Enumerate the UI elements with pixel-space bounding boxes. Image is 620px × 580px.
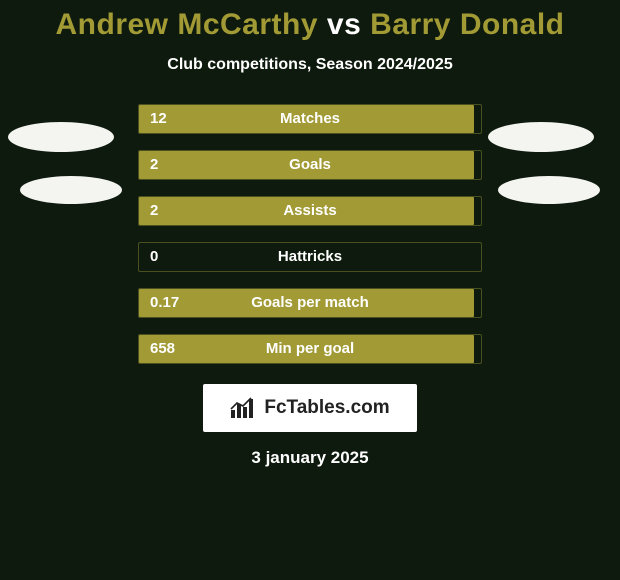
stat-row: 2Goals [0,150,620,180]
date-label: 3 january 2025 [0,448,620,468]
bar-label: Assists [138,196,482,226]
avatar-placeholder [8,122,114,152]
page-title: Andrew McCarthy vs Barry Donald [0,0,620,42]
bars-icon [230,396,258,420]
title-player1: Andrew McCarthy [56,8,319,41]
logo-text: FcTables.com [264,397,389,419]
title-vs: vs [327,8,361,41]
title-player2: Barry Donald [370,8,564,41]
stat-row: 0.17Goals per match [0,288,620,318]
stat-row: 658Min per goal [0,334,620,364]
bar-label: Min per goal [138,334,482,364]
avatar-placeholder [20,176,122,204]
bar-label: Hattricks [138,242,482,272]
avatar-placeholder [488,122,594,152]
bar-label: Goals per match [138,288,482,318]
bar-label: Matches [138,104,482,134]
avatar-placeholder [498,176,600,204]
logo-box: FcTables.com [203,384,417,432]
bar-label: Goals [138,150,482,180]
subtitle: Club competitions, Season 2024/2025 [0,56,620,74]
stat-row: 0Hattricks [0,242,620,272]
